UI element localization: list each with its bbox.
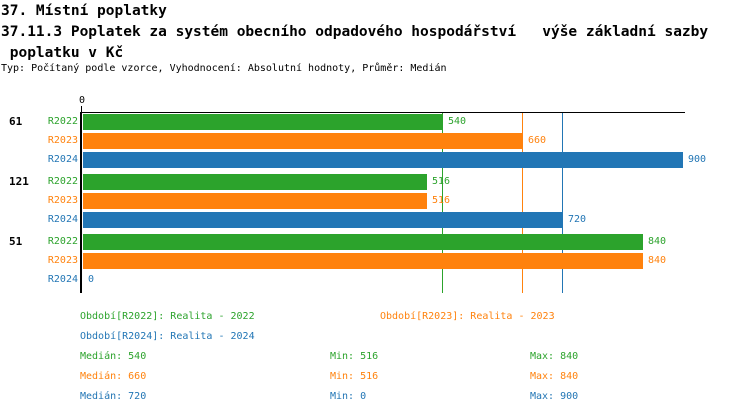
legend-item-r2023: Období[R2023]: Realita - 2023 [380, 311, 555, 322]
stat-max-r2022: Max: 840 [530, 351, 579, 362]
axis-zero-tick [81, 106, 82, 112]
stat-min-r2022: Min: 516 [330, 351, 379, 362]
bar-51-R2022 [83, 234, 643, 250]
stat-median-r2022: Medián: 540 [80, 351, 147, 362]
median-line-R2023 [522, 113, 523, 293]
bar-value-label: 840 [648, 236, 667, 247]
bar-value-label: 840 [648, 255, 667, 266]
legend-item-r2024: Období[R2024]: Realita - 2024 [80, 331, 255, 342]
bar-61-R2022 [83, 114, 443, 130]
page-title: 37. Místní poplatky [1, 3, 167, 19]
bar-61-R2024 [83, 152, 683, 168]
bar-value-label: 516 [432, 176, 451, 187]
stat-min-r2024: Min: 0 [330, 391, 367, 402]
axis-vertical-line [80, 112, 82, 293]
stat-max-r2024: Max: 900 [530, 391, 579, 402]
axis-top-line [80, 112, 685, 113]
bar-value-label: 540 [448, 116, 467, 127]
bar-series-label: R2024 [47, 274, 78, 285]
legend-item-r2022: Období[R2022]: Realita - 2022 [80, 311, 255, 322]
bar-series-label: R2022 [47, 116, 78, 127]
bar-series-label: R2022 [47, 236, 78, 247]
stat-median-r2023: Medián: 660 [80, 371, 147, 382]
group-label-51: 51 [9, 235, 23, 248]
bar-series-label: R2024 [47, 214, 78, 225]
group-label-61: 61 [9, 115, 23, 128]
bar-121-R2024 [83, 212, 563, 228]
bar-61-R2023 [83, 133, 523, 149]
bar-series-label: R2022 [47, 176, 78, 187]
bar-series-label: R2023 [47, 195, 78, 206]
bar-51-R2023 [83, 253, 643, 269]
bar-series-label: R2023 [47, 255, 78, 266]
bar-value-label: 720 [568, 214, 587, 225]
bar-121-R2022 [83, 174, 427, 190]
stat-min-r2023: Min: 516 [330, 371, 379, 382]
chart-meta-line: Typ: Počítaný podle vzorce, Vyhodnocení:… [1, 63, 447, 74]
median-line-R2022 [442, 113, 443, 293]
bar-value-label: 0 [88, 274, 95, 285]
axis-zero-label: 0 [78, 95, 86, 106]
stat-max-r2023: Max: 840 [530, 371, 579, 382]
bar-series-label: R2024 [47, 154, 78, 165]
bar-value-label: 900 [688, 154, 707, 165]
group-label-121: 121 [9, 175, 29, 188]
bar-value-label: 516 [432, 195, 451, 206]
bar-series-label: R2023 [47, 135, 78, 146]
page-subtitle-line2: poplatku v Kč [1, 45, 124, 61]
median-line-R2024 [562, 113, 563, 293]
bar-value-label: 660 [528, 135, 547, 146]
stat-median-r2024: Medián: 720 [80, 391, 147, 402]
page-subtitle-line1: 37.11.3 Poplatek za systém obecního odpa… [1, 24, 709, 40]
bar-121-R2023 [83, 193, 427, 209]
